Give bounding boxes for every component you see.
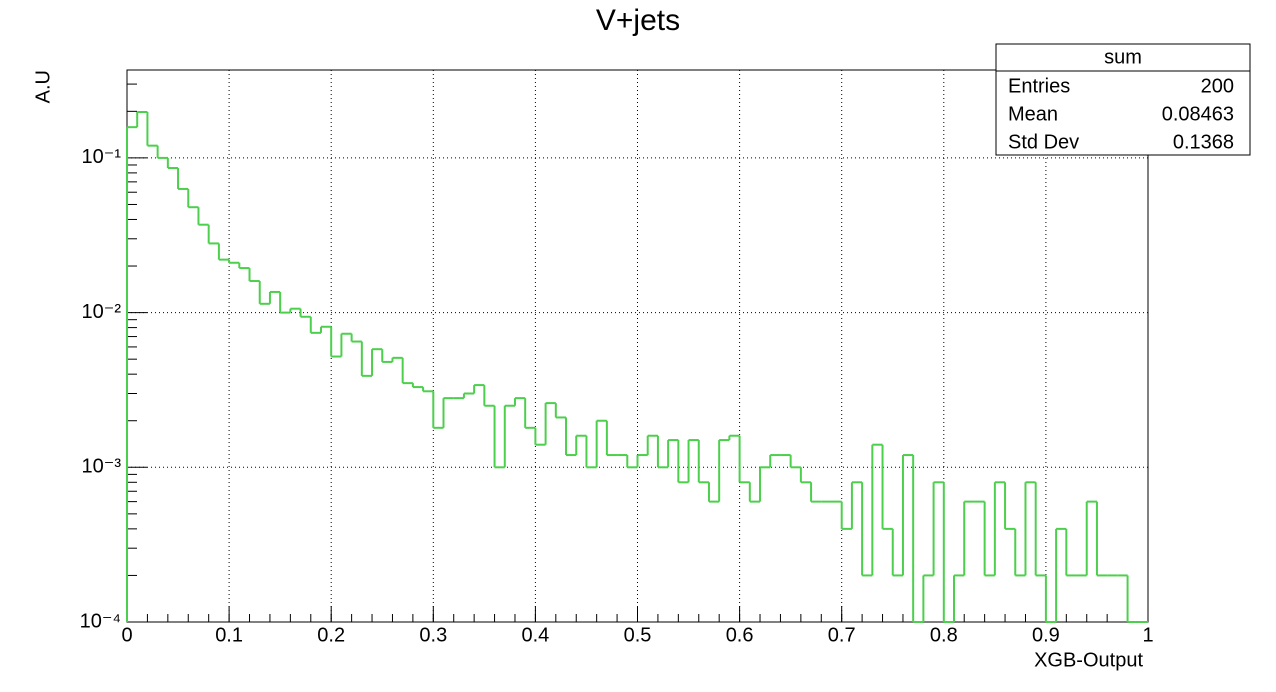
stats-value: 0.08463	[1162, 103, 1234, 125]
stats-frame	[995, 43, 1251, 156]
x-tick-label: 1	[1142, 624, 1153, 646]
stats-value: 0.1368	[1173, 131, 1234, 153]
x-tick-label: 0.1	[215, 624, 243, 646]
x-axis-label: XGB-Output	[1034, 649, 1143, 671]
x-tick-label: 0.4	[521, 624, 549, 646]
chart-title: V+jets	[596, 4, 680, 37]
stats-key: Entries	[1008, 75, 1070, 97]
x-tick-label: 0.8	[930, 624, 958, 646]
x-tick-label: 0.7	[828, 624, 856, 646]
y-tick-label: 10⁻¹	[82, 146, 122, 168]
x-tick-label: 0.6	[726, 624, 754, 646]
x-tick-label: 0.5	[624, 624, 652, 646]
stats-value: 200	[1201, 75, 1234, 97]
stats-box: sum	[995, 43, 1251, 156]
stats-key: Mean	[1008, 103, 1058, 125]
y-tick-label: 10⁻⁴	[80, 610, 121, 632]
y-axis-label: A.U	[32, 70, 54, 103]
x-tick-label: 0	[121, 624, 132, 646]
x-tick-label: 0.3	[419, 624, 447, 646]
stats-key: Std Dev	[1008, 131, 1079, 153]
x-tick-label: 0.2	[317, 624, 345, 646]
x-tick-label: 0.9	[1032, 624, 1060, 646]
stats-title: sum	[1104, 46, 1142, 68]
y-tick-label: 10⁻³	[82, 456, 122, 478]
y-tick-label: 10⁻²	[82, 301, 122, 323]
